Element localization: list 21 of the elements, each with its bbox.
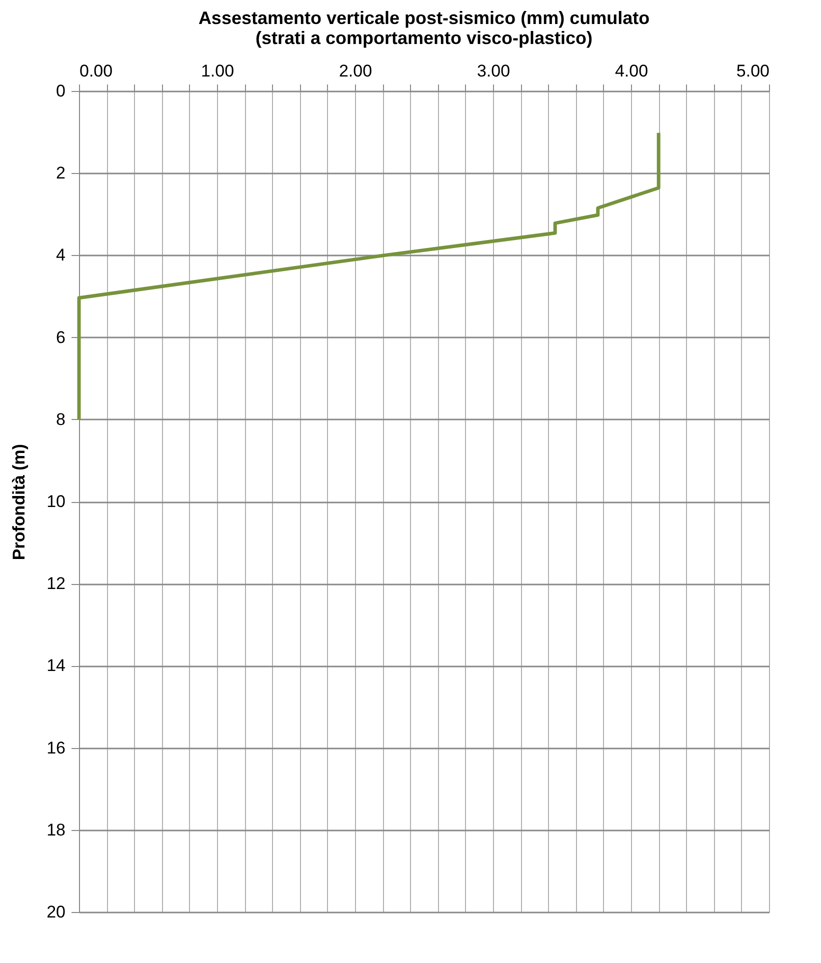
y-tick-label: 0 [56,82,66,100]
text: Assestamento verticale post-sismico (mm) cumulato [198,8,650,28]
y-tick-label: 18 [46,820,66,840]
y-axis-title: Profondità (m) [10,444,29,560]
y-tick-label: 4 [56,246,66,265]
y-tick-label: 6 [56,328,66,347]
y-tick-label: 12 [46,574,66,594]
x-tick-label: 4.00 [614,62,648,80]
y-tick-label: 20 [46,902,66,922]
y-tick-label: 2 [56,164,66,183]
x-tick-label: 2.00 [338,62,372,80]
line-series [77,131,660,422]
text: (strati a comportamento visco-plastico) [255,28,593,48]
x-tick-label: 0.00 [80,62,113,80]
y-tick-label: 10 [46,492,66,511]
x-tick-label: 5.00 [736,62,770,80]
y-tick-label: 14 [46,656,66,676]
y-tick-label: 16 [46,738,66,758]
x-tick-label: 1.00 [200,62,234,80]
x-tick-label: 3.00 [476,62,510,80]
y-tick-label: 8 [56,410,66,429]
